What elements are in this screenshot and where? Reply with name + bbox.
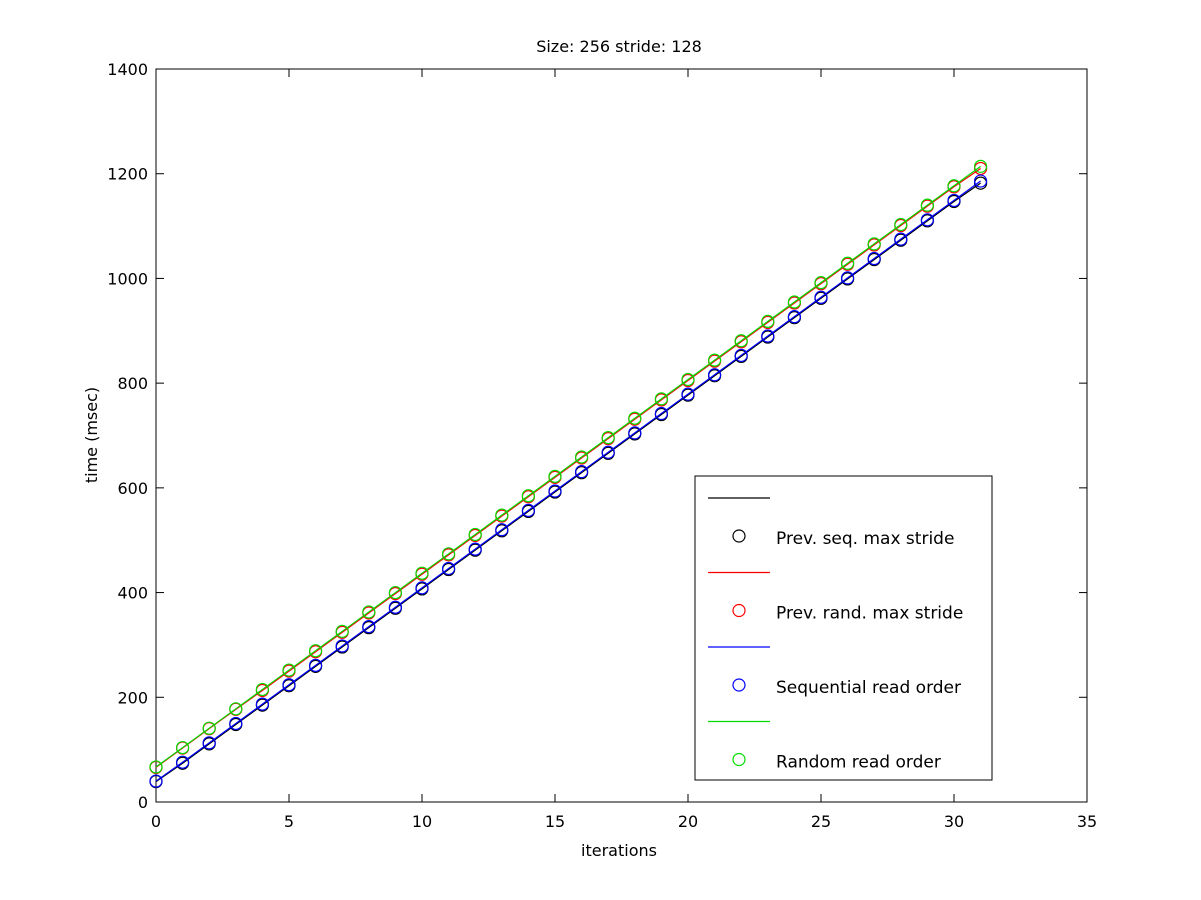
data-point-sequential-read-order: [973, 174, 988, 188]
x-tick-label: 25: [811, 812, 831, 831]
y-axis-title: time (msec): [82, 387, 101, 483]
data-point-sequential-read-order: [840, 271, 855, 285]
data-point-sequential-read-order: [734, 348, 748, 362]
data-point-random-read-order: [521, 489, 536, 503]
series-layer: [149, 159, 988, 789]
data-point-random-read-order: [814, 276, 828, 290]
data-point-sequential-read-order: [601, 445, 615, 459]
data-point-random-read-order: [495, 508, 509, 522]
legend-label: Prev. rand. max stride: [776, 604, 963, 624]
y-tick-label: 800: [117, 374, 148, 393]
x-tick-label: 20: [678, 812, 698, 831]
data-point-random-read-order: [468, 527, 482, 542]
data-point-sequential-read-order: [628, 426, 642, 440]
y-tick-label: 1200: [107, 165, 148, 184]
data-point-sequential-read-order: [814, 290, 828, 304]
data-point-sequential-read-order: [202, 736, 216, 750]
data-point-random-read-order: [601, 430, 615, 445]
data-point-random-read-order: [761, 314, 775, 328]
data-point-random-read-order: [574, 450, 589, 464]
data-point-sequential-read-order: [149, 774, 163, 788]
data-point-random-read-order: [787, 295, 802, 309]
data-point-sequential-read-order: [442, 561, 456, 576]
legend-marker-swatch: [732, 752, 746, 767]
data-point-sequential-read-order: [867, 251, 881, 266]
data-point-random-read-order: [707, 353, 722, 367]
legend: Prev. seq. max stride Prev. rand. max str…: [694, 475, 993, 781]
legend-label: Prev. seq. max stride: [776, 529, 954, 549]
data-point-random-read-order: [548, 469, 562, 483]
data-point-sequential-read-order: [654, 406, 669, 421]
data-point-sequential-read-order: [681, 387, 695, 401]
data-point-random-read-order: [894, 217, 908, 232]
data-point-sequential-read-order: [787, 310, 802, 324]
data-point-sequential-read-order: [947, 193, 961, 208]
data-point-sequential-read-order: [574, 465, 589, 479]
data-point-random-read-order: [840, 256, 855, 270]
data-point-random-read-order: [362, 605, 376, 619]
data-point-random-read-order: [628, 411, 642, 425]
x-tick-label: 10: [412, 812, 432, 831]
data-point-random-read-order: [335, 624, 349, 638]
data-point-sequential-read-order: [920, 213, 935, 227]
data-point-random-read-order: [309, 644, 323, 658]
chart-title: Size: 256 stride: 128: [536, 37, 702, 56]
legend-label: Random read order: [776, 753, 941, 773]
data-point-sequential-read-order: [229, 716, 243, 731]
y-tick-label: 600: [117, 479, 148, 498]
data-point-sequential-read-order: [255, 697, 269, 711]
data-point-random-read-order: [176, 740, 190, 755]
y-tick-label: 400: [117, 584, 148, 603]
data-point-random-read-order: [202, 721, 216, 735]
data-point-sequential-read-order: [894, 232, 908, 246]
data-point-random-read-order: [654, 392, 669, 406]
legend-marker-swatch: [732, 603, 746, 618]
x-tick-label: 15: [545, 812, 565, 831]
data-point-random-read-order: [947, 179, 961, 193]
data-point-sequential-read-order: [388, 600, 402, 614]
legend-label: Sequential read order: [776, 678, 961, 698]
data-point-random-read-order: [734, 334, 748, 348]
data-point-random-read-order: [388, 585, 402, 600]
data-point-sequential-read-order: [362, 620, 376, 634]
data-point-sequential-read-order: [761, 329, 775, 343]
data-point-sequential-read-order: [335, 639, 349, 653]
data-point-random-read-order: [149, 760, 163, 774]
data-point-random-read-order: [973, 159, 988, 173]
data-point-sequential-read-order: [521, 503, 536, 517]
series-sequential-read-order: [149, 174, 988, 788]
data-point-random-read-order: [920, 198, 935, 212]
data-point-sequential-read-order: [282, 678, 296, 692]
data-point-sequential-read-order: [176, 755, 190, 769]
x-tick-label: 0: [151, 812, 161, 831]
data-point-sequential-read-order: [468, 542, 482, 556]
series-random-read-order: [149, 159, 988, 774]
data-point-random-read-order: [229, 702, 243, 716]
ticks-layer: 0 5 10 15 20 25 30 35 0 200 400 600 800 1000 1200 1400: [107, 60, 1097, 831]
data-point-sequential-read-order: [309, 658, 323, 672]
x-tick-label: 30: [944, 812, 964, 831]
data-point-sequential-read-order: [548, 484, 562, 498]
data-point-random-read-order: [442, 547, 456, 561]
data-point-sequential-read-order: [707, 368, 722, 382]
data-point-sequential-read-order: [415, 581, 429, 595]
legend-box: [694, 475, 993, 781]
data-point-random-read-order: [867, 237, 881, 251]
y-tick-label: 200: [117, 688, 148, 707]
x-tick-label: 5: [284, 812, 294, 831]
y-tick-label: 1400: [107, 60, 148, 79]
x-tick-label: 35: [1077, 812, 1097, 831]
data-point-random-read-order: [681, 372, 695, 387]
legend-marker-swatch: [732, 678, 746, 692]
data-point-random-read-order: [415, 566, 429, 580]
data-point-random-read-order: [255, 682, 269, 697]
data-point-random-read-order: [282, 663, 296, 677]
legend-marker-swatch: [732, 529, 746, 543]
x-axis-title: iterations: [581, 841, 657, 860]
y-tick-label: 1000: [107, 269, 148, 288]
y-tick-label: 0: [138, 793, 148, 812]
data-point-sequential-read-order: [495, 523, 509, 537]
